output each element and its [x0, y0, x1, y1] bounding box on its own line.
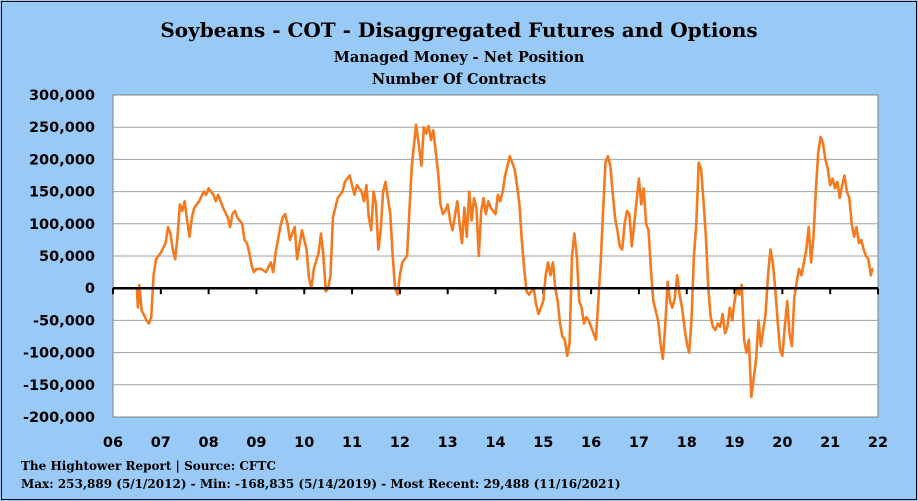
y-tick-label: 100,000 [29, 217, 95, 233]
x-axis-ticks: 06 07 08 09 10 11 12 13 14 15 16 17 18 19 20 21 22 [103, 435, 888, 451]
y-tick-label: 250,000 [29, 120, 95, 136]
series-group [135, 123, 874, 399]
y-tick-label: -200,000 [23, 410, 95, 426]
y-tick-label: -150,000 [23, 378, 95, 394]
x-tick-label: 08 [199, 435, 219, 451]
chart-title: Soybeans - COT - Disaggregated Futures a… [160, 18, 758, 42]
y-tick-label: 50,000 [39, 249, 95, 265]
x-tick-label: 17 [629, 435, 649, 451]
x-tick-label: 11 [342, 435, 362, 451]
x-tick-label: 06 [103, 435, 123, 451]
x-tick-label: 18 [677, 435, 697, 451]
y-tick-label: 150,000 [29, 185, 95, 201]
y-tick-label: 300,000 [29, 88, 95, 104]
y-tick-label: 0 [85, 281, 95, 297]
x-tick-label: 21 [820, 435, 840, 451]
footer-source: The Hightower Report | Source: CFTC [21, 459, 276, 473]
series-line [135, 123, 874, 399]
x-tick-label: 13 [438, 435, 458, 451]
chart-subtitle: Managed Money - Net Position [333, 49, 585, 66]
x-tick-label: 14 [485, 435, 505, 451]
x-tick-label: 20 [772, 435, 792, 451]
y-tick-label: -50,000 [33, 313, 95, 329]
y-axis-ticks: 300,000 250,000 200,000 150,000 100,000 50,00… [23, 88, 95, 426]
x-tick-label: 16 [581, 435, 601, 451]
y-tick-label: -100,000 [23, 346, 95, 362]
x-tick-label: 12 [390, 435, 410, 451]
x-tick-label: 07 [151, 435, 171, 451]
footer-stats: Max: 253,889 (5/1/2012) - Min: -168,835 … [21, 477, 621, 491]
y-tick-label: 200,000 [29, 152, 95, 168]
x-tick-label: 19 [724, 435, 744, 451]
x-tick-label: 15 [533, 435, 553, 451]
chart-subtitle-units: Number Of Contracts [371, 71, 547, 88]
x-tick-label: 09 [246, 435, 266, 451]
x-tick-label: 22 [868, 435, 888, 451]
x-tick-label: 10 [294, 435, 314, 451]
